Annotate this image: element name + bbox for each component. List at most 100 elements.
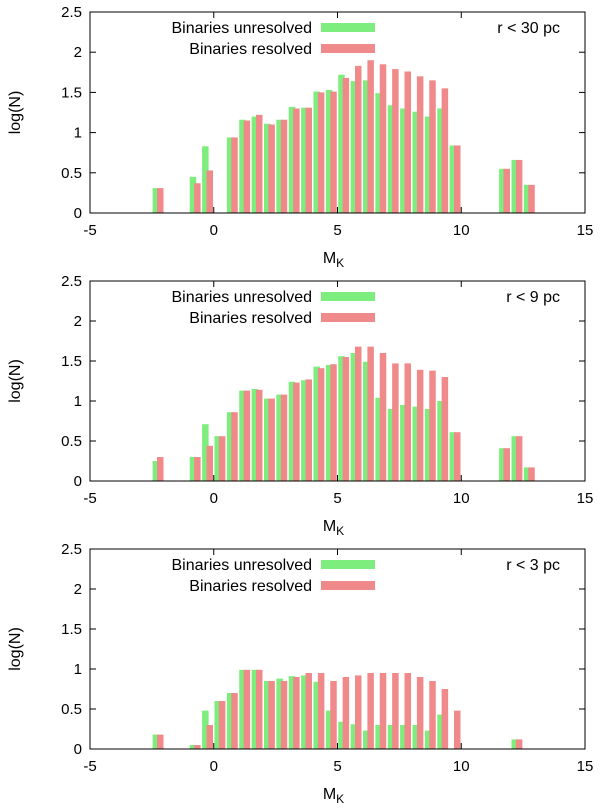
- bar-resolved: [317, 92, 325, 213]
- bar-unresolved: [412, 406, 419, 481]
- bar-resolved: [256, 114, 263, 213]
- bar-unresolved: [338, 721, 345, 749]
- bar-resolved: [194, 745, 201, 749]
- bar-resolved: [231, 412, 238, 481]
- bar-unresolved: [152, 734, 160, 749]
- bar-unresolved: [152, 461, 160, 481]
- bar-unresolved: [239, 669, 246, 749]
- bar-resolved: [528, 184, 535, 213]
- bar-resolved: [243, 120, 251, 213]
- x-axis-label: MK: [323, 250, 344, 270]
- bar-resolved: [342, 77, 350, 214]
- x-tick-label: 5: [333, 222, 341, 239]
- bar-unresolved: [288, 676, 296, 749]
- bar-resolved: [206, 170, 214, 213]
- series-resolved: [157, 669, 523, 749]
- bar-resolved: [367, 60, 374, 213]
- plot-frame: [89, 11, 586, 214]
- bar-unresolved: [276, 678, 283, 749]
- y-tick-label: 2: [74, 44, 82, 61]
- series-unresolved: [152, 669, 518, 749]
- bar-unresolved: [499, 448, 506, 481]
- bar-resolved: [367, 673, 374, 749]
- bar-resolved: [441, 88, 449, 213]
- bar-resolved: [243, 390, 251, 481]
- plot-frame: [89, 548, 586, 750]
- legend-swatch: [321, 23, 375, 32]
- bar-unresolved: [400, 405, 407, 481]
- bar-resolved: [429, 80, 436, 213]
- bar-unresolved: [424, 116, 432, 213]
- bar-resolved: [280, 394, 288, 481]
- bar-unresolved: [202, 424, 209, 481]
- x-tick-label: 15: [577, 222, 594, 239]
- bar-unresolved: [226, 137, 234, 213]
- bar-resolved: [157, 734, 164, 749]
- bar-unresolved: [239, 390, 246, 481]
- bar-resolved: [256, 389, 263, 481]
- x-tick-label: 5: [333, 758, 341, 775]
- bar-unresolved: [412, 111, 419, 213]
- bar-unresolved: [499, 168, 506, 213]
- legend-swatch: [321, 313, 375, 322]
- bar-unresolved: [313, 366, 320, 481]
- x-tick-label: 0: [210, 490, 218, 507]
- x-tick-label: -5: [83, 222, 96, 239]
- bar-unresolved: [338, 356, 345, 481]
- y-tick-label: 1.5: [61, 621, 82, 638]
- y-tick-label: 1: [74, 661, 82, 678]
- x-axis-label: MK: [323, 518, 344, 538]
- y-tick-label: 0.5: [61, 433, 82, 450]
- bar-resolved: [280, 681, 288, 749]
- bar-resolved: [206, 445, 214, 481]
- bar-resolved: [416, 677, 424, 749]
- legend-swatch: [321, 292, 375, 301]
- bar-unresolved: [449, 432, 457, 481]
- legend-label: Binaries unresolved: [171, 20, 312, 37]
- bar-resolved: [342, 677, 350, 749]
- bar-unresolved: [325, 89, 333, 213]
- bar-unresolved: [189, 745, 197, 749]
- plot-frame: [89, 280, 586, 482]
- x-tick-label: -5: [83, 758, 96, 775]
- bar-resolved: [305, 107, 313, 213]
- bar-resolved: [317, 368, 325, 481]
- bar-unresolved: [263, 123, 271, 213]
- bar-unresolved: [226, 693, 234, 749]
- x-tick-label: 15: [577, 490, 594, 507]
- bar-unresolved: [202, 146, 209, 213]
- bar-resolved: [305, 673, 313, 749]
- bar-resolved: [416, 369, 424, 481]
- legend-label: Binaries resolved: [189, 310, 312, 327]
- bar-unresolved: [350, 81, 358, 213]
- bar-resolved: [404, 673, 412, 749]
- bar-unresolved: [288, 381, 296, 481]
- bar-resolved: [379, 353, 387, 481]
- bar-resolved: [503, 168, 511, 213]
- distance-annotation: r < 3 pc: [506, 557, 560, 574]
- series-resolved: [157, 346, 535, 481]
- x-tick-label: 10: [453, 758, 470, 775]
- bar-unresolved: [437, 108, 444, 213]
- bar-resolved: [367, 346, 374, 481]
- y-axis-label: log(N): [7, 91, 24, 135]
- bar-unresolved: [387, 105, 395, 213]
- bar-unresolved: [202, 710, 209, 749]
- x-tick-label: -5: [83, 490, 96, 507]
- bar-unresolved: [424, 730, 432, 749]
- bar-unresolved: [251, 669, 259, 749]
- y-axis-label: log(N): [7, 627, 24, 671]
- bar-resolved: [429, 681, 436, 749]
- bar-unresolved: [251, 116, 259, 213]
- bar-resolved: [454, 710, 461, 749]
- bar-resolved: [441, 689, 449, 749]
- bar-resolved: [429, 370, 436, 481]
- bar-unresolved: [362, 361, 370, 481]
- bar-resolved: [194, 457, 201, 481]
- bar-unresolved: [523, 184, 531, 213]
- legend-swatch: [321, 44, 375, 53]
- bar-resolved: [317, 673, 325, 749]
- y-tick-label: 2: [74, 581, 82, 598]
- bar-unresolved: [523, 467, 531, 481]
